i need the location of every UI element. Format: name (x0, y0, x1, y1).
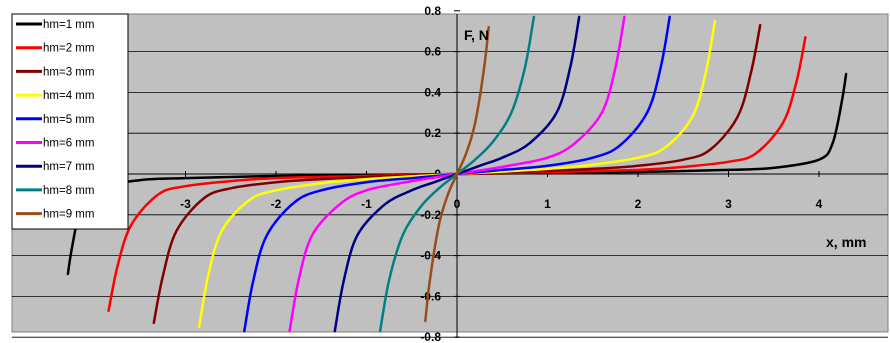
x-tick-label: 1 (544, 197, 551, 211)
legend-label: hm=2 mm (43, 43, 94, 55)
y-tick-label: -0.6 (420, 289, 441, 303)
x-tick-label: -2 (271, 197, 282, 211)
legend-item: hm=9 mm (16, 209, 94, 221)
legend-item: hm=1 mm (16, 19, 94, 31)
x-tick-label: 3 (725, 197, 732, 211)
legend-item: hm=7 mm (16, 161, 94, 173)
y-tick-label: -0.8 (420, 330, 441, 343)
legend-label: hm=4 mm (43, 90, 94, 102)
legend-label: hm=3 mm (43, 66, 94, 78)
legend-item: hm=4 mm (16, 90, 94, 102)
legend-box (11, 13, 129, 230)
x-tick-label: -1 (361, 197, 372, 211)
y-tick-label: -0.2 (420, 208, 441, 222)
legend-item: hm=3 mm (16, 66, 94, 78)
legend-label: hm=9 mm (43, 209, 94, 221)
legend-label: hm=7 mm (43, 161, 94, 173)
y-tick-label: -0.4 (420, 249, 441, 263)
legend-label: hm=6 mm (43, 138, 94, 150)
y-tick-label: 0.8 (424, 4, 441, 18)
x-tick-label: -3 (180, 197, 191, 211)
legend-item: hm=6 mm (16, 138, 94, 150)
y-tick-labels: 0.8 0.6 0.4 0.2 0 -0.2 -0.4 -0.6 -0.8 (420, 4, 460, 343)
x-tick-label: 4 (816, 197, 823, 211)
legend-item: hm=5 mm (16, 114, 94, 126)
y-tick-label: 0.2 (424, 126, 441, 140)
legend-item: hm=2 mm (16, 43, 94, 55)
legend-label: hm=5 mm (43, 114, 94, 126)
x-tick-label: 0 (454, 197, 461, 211)
x-tick-label: 2 (635, 197, 642, 211)
y-tick-label: 0.6 (424, 45, 441, 59)
legend-label: hm=1 mm (43, 19, 94, 31)
legend: hm=1 mm hm=2 mm hm=3 mm hm=4 mm hm=5 mm hm=6 … (11, 13, 129, 230)
legend-items: hm=1 mm hm=2 mm hm=3 mm hm=4 mm hm=5 mm hm=6 … (16, 19, 94, 221)
grid-lines (12, 51, 888, 338)
legend-item: hm=8 mm (16, 185, 94, 197)
y-tick-label: 0.4 (424, 85, 441, 99)
x-axis-label: x, mm (826, 234, 866, 250)
y-axis-label: F, N (464, 27, 489, 43)
legend-label: hm=8 mm (43, 185, 94, 197)
series-line-hm-9-mm (424, 25, 490, 323)
